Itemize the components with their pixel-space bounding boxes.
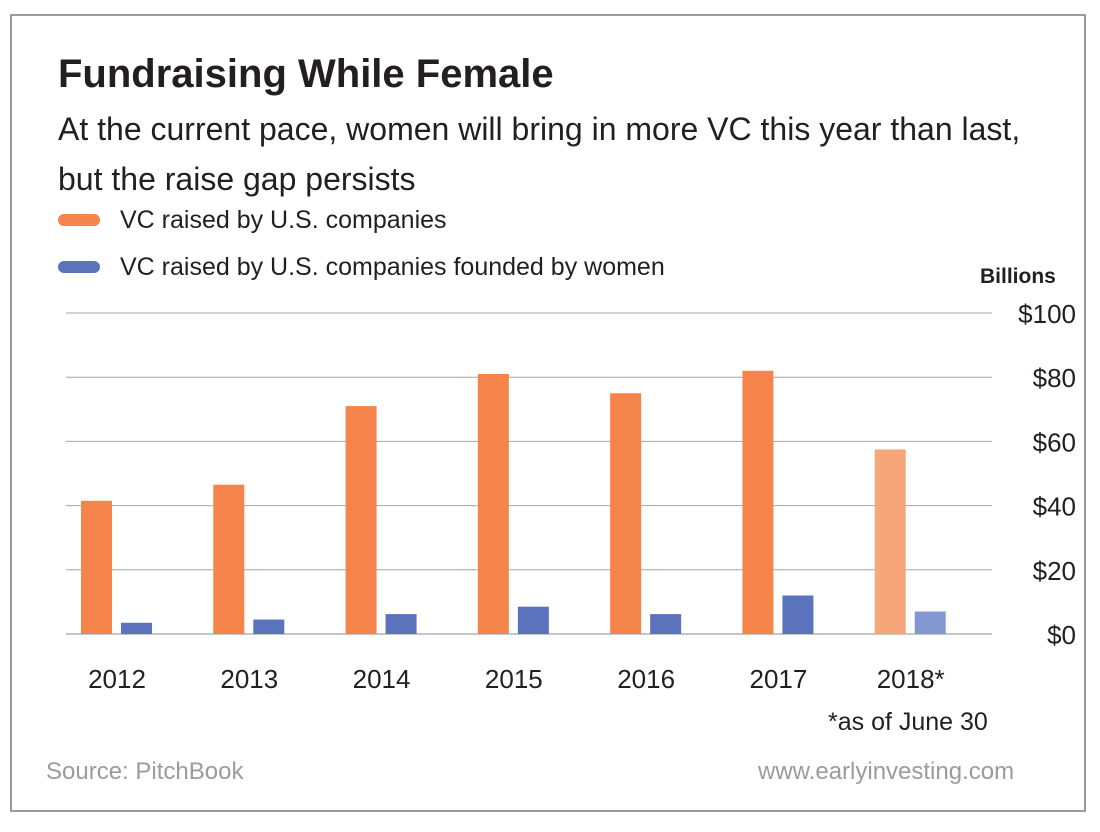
bar-total-vc — [610, 393, 642, 634]
website-credit: www.earlyinvesting.com — [758, 758, 1015, 785]
bar-women-vc — [121, 622, 152, 634]
bar-women-vc — [782, 595, 814, 634]
y-tick-label: $0 — [1047, 620, 1076, 650]
x-tick-label: 2017 — [750, 664, 808, 694]
x-tick-label: 2016 — [617, 664, 675, 694]
chart-subtitle: At the current pace, women will bring in… — [58, 111, 1021, 197]
bar-total-vc — [345, 406, 377, 634]
x-tick-label: 2018* — [877, 664, 945, 694]
y-tick-label: $60 — [1033, 427, 1076, 457]
x-tick-label: 2015 — [485, 664, 543, 694]
legend-item-women-vc: VC raised by U.S. companies founded by w… — [58, 252, 665, 282]
bars — [81, 370, 946, 634]
legend-item-total-vc: VC raised by U.S. companies — [58, 205, 447, 235]
x-tick-labels: 2012 2013 2014 2015 2016 2017 2018* — [88, 664, 945, 694]
y-tick-label: $100 — [1018, 299, 1076, 329]
x-tick-label: 2013 — [220, 664, 278, 694]
y-tick-label: $20 — [1033, 556, 1076, 586]
chart-frame — [10, 14, 1086, 812]
y-axis-unit-label: Billions — [980, 265, 1056, 288]
y-tick-label: $40 — [1033, 492, 1076, 522]
bar-women-vc — [914, 611, 946, 634]
y-tick-label: $80 — [1033, 363, 1076, 393]
footnote: *as of June 30 — [828, 708, 988, 736]
bar-total-vc — [874, 449, 906, 634]
bar-women-vc — [253, 619, 285, 634]
gridlines — [66, 312, 992, 635]
bar-women-vc — [385, 614, 417, 634]
legend-swatch-orange — [58, 214, 100, 226]
bar-total-vc — [213, 484, 245, 634]
bar-total-vc — [477, 373, 509, 634]
bar-women-vc — [517, 606, 549, 634]
y-tick-labels: $0 $20 $40 $60 $80 $100 — [1018, 299, 1076, 650]
chart-title: Fundraising While Female — [58, 52, 554, 96]
legend-label-women-vc: VC raised by U.S. companies founded by w… — [120, 252, 665, 281]
x-tick-label: 2012 — [88, 664, 146, 694]
bar-women-vc — [650, 614, 682, 634]
source-credit: Source: PitchBook — [46, 758, 244, 785]
legend-swatch-blue — [58, 261, 100, 273]
bar-total-vc — [742, 370, 774, 634]
x-tick-label: 2014 — [353, 664, 411, 694]
legend-label-total-vc: VC raised by U.S. companies — [120, 205, 447, 234]
bar-total-vc — [81, 500, 112, 634]
